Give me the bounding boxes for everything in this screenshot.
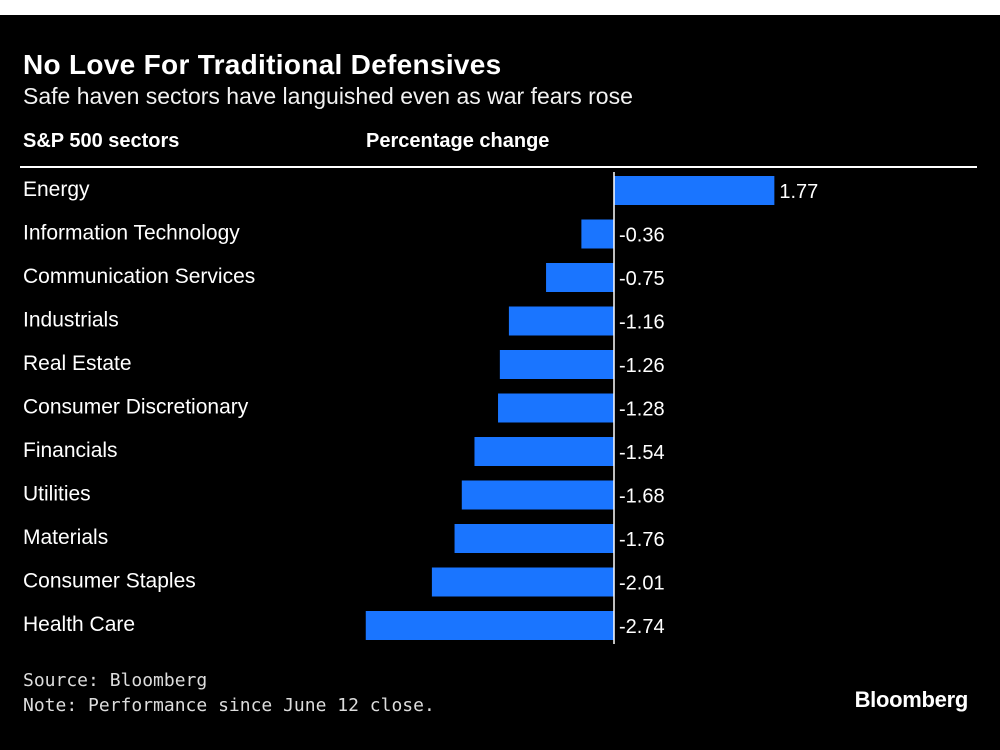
bar [498,393,614,423]
value-label: -2.01 [619,573,665,595]
value-column-header: Percentage change [366,130,550,152]
bar [546,263,614,292]
category-label: Materials [23,526,108,549]
bar [461,480,614,510]
category-label: Financials [23,439,118,462]
category-label: Industrials [23,309,119,332]
category-label: Communication Services [23,265,255,288]
value-label: -1.28 [619,399,665,421]
source-note: Source: Bloomberg Note: Performance sinc… [23,668,435,718]
category-label: Consumer Staples [23,570,196,593]
value-label: -2.74 [619,616,665,638]
sector-column-header: S&P 500 sectors [23,130,180,152]
category-label: Utilities [23,483,91,506]
bar [431,567,614,597]
bar [581,219,614,249]
category-label: Health Care [23,613,135,636]
value-label: -1.54 [619,442,665,464]
value-label: -0.75 [619,268,665,290]
bar [474,437,614,466]
bar [508,306,614,336]
category-label: Information Technology [23,222,240,245]
category-label: Real Estate [23,352,132,375]
value-label: -1.16 [619,312,665,334]
value-label: 1.77 [779,181,818,203]
bar [499,350,614,379]
bar [614,176,775,205]
bar [454,524,614,553]
chart-subtitle: Safe haven sectors have languished even … [23,83,633,109]
value-label: -1.26 [619,355,665,377]
value-label: -1.76 [619,529,665,551]
value-label: -0.36 [619,225,665,247]
bar [365,611,614,640]
value-label: -1.68 [619,486,665,508]
chart-title: No Love For Traditional Defensives [23,49,502,80]
source-text: Source: Bloomberg [23,670,208,691]
bloomberg-logo: Bloomberg [854,687,969,712]
category-label: Consumer Discretionary [23,396,249,419]
category-label: Energy [23,178,90,201]
header-divider [20,166,977,168]
note-text: Note: Performance since June 12 close. [23,695,435,716]
